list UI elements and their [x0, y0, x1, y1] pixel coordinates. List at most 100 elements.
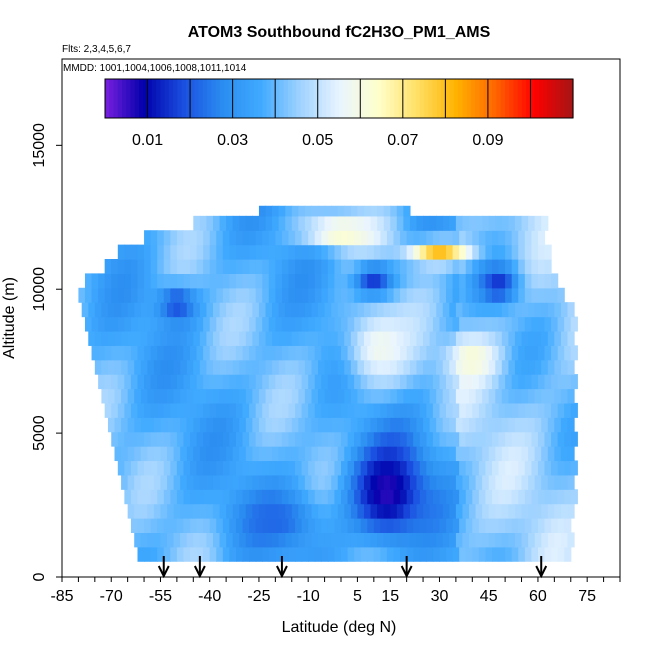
heatmap-cell	[209, 460, 217, 476]
heatmap-cell	[518, 489, 526, 505]
colorbar-swatch	[160, 79, 166, 118]
heatmap-cell	[334, 244, 342, 260]
heatmap-cell	[383, 215, 391, 231]
heatmap-cell	[528, 503, 536, 519]
heatmap-cell	[531, 230, 539, 246]
heatmap-cell	[272, 359, 280, 375]
heatmap-cell	[531, 402, 539, 418]
heatmap-cell	[226, 532, 234, 548]
heatmap-cell	[455, 503, 464, 519]
heatmap-cell	[426, 230, 434, 246]
colorbar-swatch	[351, 79, 357, 118]
heatmap-cell	[406, 316, 414, 332]
heatmap-cell	[459, 345, 467, 361]
heatmap-cell	[564, 518, 572, 533]
heatmap-cell	[508, 503, 516, 519]
heatmap-cell	[406, 546, 414, 562]
heatmap-cell	[386, 518, 395, 533]
heatmap-cell	[429, 302, 437, 318]
heatmap-cell	[449, 302, 457, 318]
heatmap-cell	[163, 259, 171, 274]
heatmap-cell	[465, 316, 473, 332]
heatmap-cell	[541, 388, 549, 404]
heatmap-cell	[482, 417, 490, 433]
heatmap-cell	[308, 316, 316, 332]
heatmap-cell	[347, 316, 355, 332]
heatmap-cell	[383, 388, 391, 404]
heatmap-cell	[419, 402, 427, 418]
heatmap-cell	[442, 417, 450, 433]
heatmap-cell	[285, 474, 293, 490]
heatmap-cell	[157, 546, 165, 562]
heatmap-cell	[501, 417, 509, 433]
heatmap-cell	[521, 302, 529, 318]
heatmap-cell	[469, 503, 477, 519]
heatmap-cell	[291, 446, 299, 462]
heatmap-cell	[308, 230, 316, 246]
heatmap-cell	[370, 532, 378, 548]
colorbar-swatch	[156, 79, 161, 118]
heatmap-cell	[337, 215, 345, 231]
heatmap-cell	[373, 316, 381, 332]
colorbar-swatch	[356, 79, 361, 118]
heatmap-cell	[107, 330, 116, 346]
heatmap-cell	[472, 460, 480, 476]
heatmap-cell	[341, 259, 349, 274]
heatmap-cell	[232, 359, 240, 375]
heatmap-cell	[134, 532, 142, 548]
heatmap-cell	[406, 230, 414, 246]
heatmap-cell	[121, 474, 129, 490]
heatmap-cell	[235, 345, 244, 361]
heatmap-cell	[354, 316, 362, 332]
heatmap-cell	[209, 230, 217, 246]
heatmap-cell	[229, 273, 237, 289]
heatmap-cell	[124, 316, 132, 332]
heatmap-cell	[432, 287, 441, 303]
heatmap-cell	[469, 215, 477, 231]
heatmap-cell	[321, 316, 329, 332]
colorbar-swatch	[134, 79, 140, 118]
heatmap-cell	[426, 460, 434, 476]
heatmap-cell	[239, 446, 247, 462]
heatmap-cell	[508, 388, 516, 404]
heatmap-cell	[295, 489, 303, 505]
heatmap-cell	[518, 345, 526, 361]
heatmap-cell	[498, 374, 506, 390]
heatmap-cell	[176, 546, 185, 562]
heatmap-cell	[144, 489, 152, 505]
heatmap-cell	[518, 259, 526, 274]
heatmap-cell	[426, 431, 434, 447]
heatmap-cell	[472, 546, 480, 562]
heatmap-cell	[370, 417, 378, 433]
heatmap-cell	[153, 503, 162, 519]
heatmap-cell	[396, 359, 404, 375]
heatmap-cell	[341, 273, 349, 289]
heatmap-cell	[403, 359, 411, 375]
colorbar-swatch	[228, 79, 234, 118]
colorbar-tick-label: 0.07	[387, 132, 418, 149]
heatmap-cell	[180, 503, 188, 519]
colorbar-swatch	[377, 79, 383, 118]
heatmap-cell	[249, 460, 257, 476]
heatmap-cell	[144, 431, 152, 447]
heatmap-cell	[124, 259, 132, 274]
heatmap-cell	[432, 402, 441, 418]
heatmap-cell	[209, 259, 217, 274]
heatmap-cell	[268, 287, 276, 303]
heatmap-cell	[235, 244, 244, 260]
heatmap-cell	[219, 474, 227, 490]
colorbar-swatch	[224, 79, 229, 118]
heatmap-cell	[252, 503, 260, 519]
heatmap-cell	[291, 302, 299, 318]
heatmap-cell	[173, 359, 181, 375]
heatmap-cell	[426, 259, 434, 274]
heatmap-cell	[514, 503, 523, 519]
heatmap-cell	[275, 374, 283, 390]
heatmap-cell	[406, 374, 414, 390]
dates-subtitle: MMDD: 1001,1004,1006,1008,1011,1014	[63, 63, 247, 74]
heatmap-cell	[331, 359, 339, 375]
heatmap-cell	[140, 446, 148, 462]
heatmap-cell	[347, 489, 355, 505]
heatmap-cell	[147, 330, 155, 346]
